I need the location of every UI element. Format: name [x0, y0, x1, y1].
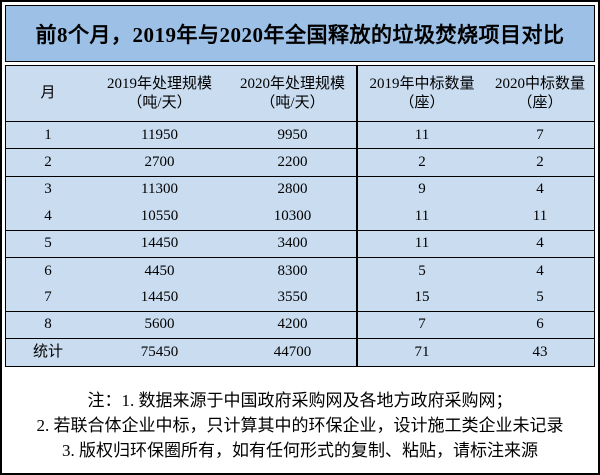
value-cell: 11	[532, 207, 548, 224]
value-cell: 11300	[141, 181, 178, 198]
table-row: 5 14450 3400 11 4	[6, 229, 594, 257]
value-cell: 3400	[277, 235, 308, 252]
value-cell: 5600	[144, 316, 175, 333]
month-cell: 1	[44, 126, 52, 143]
column-header-2020-count: 2020中标数量 （座）	[486, 66, 594, 121]
month-cell: 统计	[32, 343, 63, 360]
column-header-label: 2020中标数量	[494, 75, 585, 92]
value-cell: 11	[356, 230, 486, 257]
column-header-label: 月	[40, 85, 56, 101]
month-cell: 8	[44, 316, 52, 333]
column-header-2020-scale: 2020年处理规模 （吨/天）	[229, 66, 356, 121]
value-cell: 2	[356, 149, 486, 176]
value-cell: 8300	[277, 262, 308, 279]
table-row: 8 5600 4200 7 6	[6, 310, 594, 339]
divider-tick	[356, 357, 358, 363]
month-cell: 2	[44, 154, 52, 171]
value-cell: 71	[356, 339, 486, 366]
value-cell: 4	[536, 262, 544, 279]
value-cell: 10550	[140, 207, 179, 224]
column-header-unit: （座）	[399, 94, 445, 111]
value-cell: 9	[356, 176, 486, 204]
table-title-bar: 前8个月，2019年与2020年全国释放的垃圾焚烧项目对比	[5, 5, 595, 62]
table-row: 4 10550 10300 11 11	[6, 203, 594, 230]
footnotes: 注：1. 数据来源于中国政府采购网及各地方政府采购网； 2. 若联合体企业中标，…	[2, 388, 598, 463]
value-cell: 11	[356, 203, 486, 230]
footnote-line: 3. 版权归环保圈所有，如有任何形式的复制、粘贴，请标注来源	[62, 441, 538, 460]
value-cell: 2200	[277, 154, 308, 171]
value-cell: 6	[536, 316, 544, 333]
value-cell: 4	[536, 181, 544, 198]
value-cell: 4	[536, 235, 544, 252]
column-header-unit: （座）	[517, 94, 563, 111]
column-header-unit: （吨/天）	[260, 94, 325, 111]
value-cell: 7	[536, 126, 544, 143]
value-cell: 9950	[277, 126, 308, 143]
table-title: 前8个月，2019年与2020年全国释放的垃圾焚烧项目对比	[35, 22, 565, 47]
month-cell: 3	[44, 181, 52, 198]
value-cell: 11950	[141, 126, 178, 143]
footnote-line: 2. 若联合体企业中标，只计算其中的环保企业，设计施工类企业未记录	[36, 416, 564, 435]
column-header-month: 月	[6, 66, 90, 121]
value-cell: 15	[356, 284, 486, 311]
month-cell: 5	[44, 235, 52, 252]
column-header-label: 2019年中标数量	[369, 75, 475, 92]
data-table: 月 2019年处理规模 （吨/天） 2020年处理规模 （吨/天） 2019年中…	[5, 65, 595, 367]
column-header-2019-scale: 2019年处理规模 （吨/天）	[90, 66, 229, 121]
value-cell: 43	[532, 343, 548, 360]
value-cell: 3550	[277, 289, 308, 306]
table-row: 2 2700 2200 2 2	[6, 148, 594, 176]
value-cell: 5	[536, 289, 544, 306]
column-header-2019-count: 2019年中标数量 （座）	[356, 66, 486, 121]
month-cell: 6	[44, 262, 52, 279]
month-cell: 4	[44, 207, 52, 224]
header-row: 月 2019年处理规模 （吨/天） 2020年处理规模 （吨/天） 2019年中…	[6, 66, 594, 121]
table-row: 1 11950 9950 11 7	[6, 121, 594, 149]
column-header-unit: （吨/天）	[127, 94, 192, 111]
table-row: 3 11300 2800 9 4	[6, 175, 594, 204]
value-cell: 4450	[144, 262, 175, 279]
value-cell: 14450	[140, 289, 179, 306]
table-row: 7 14450 3550 15 5	[6, 284, 594, 311]
month-cell: 7	[44, 289, 52, 306]
value-cell: 11	[356, 122, 486, 149]
footnote-line: 注：1. 数据来源于中国政府采购网及各地方政府采购网；	[87, 391, 513, 410]
value-cell: 14450	[140, 235, 179, 252]
value-cell: 2	[536, 154, 544, 171]
table-body: 1 11950 9950 11 7 2 2700 2200 2 2 3 11300 2800 9 4 4 105…	[6, 121, 594, 366]
total-row: 统计 75450 44700 71 43	[6, 338, 594, 366]
column-header-label: 2019年处理规模	[106, 75, 212, 92]
value-cell: 5	[356, 257, 486, 285]
value-cell: 44700	[273, 343, 312, 360]
value-cell: 2700	[144, 154, 175, 171]
value-cell: 7	[356, 311, 486, 339]
value-cell: 2800	[277, 181, 308, 198]
value-cell: 10300	[273, 207, 312, 224]
column-header-label: 2020年处理规模	[239, 75, 345, 92]
value-cell: 4200	[277, 316, 308, 333]
table-row: 6 4450 8300 5 4	[6, 256, 594, 285]
value-cell: 75450	[140, 343, 179, 360]
